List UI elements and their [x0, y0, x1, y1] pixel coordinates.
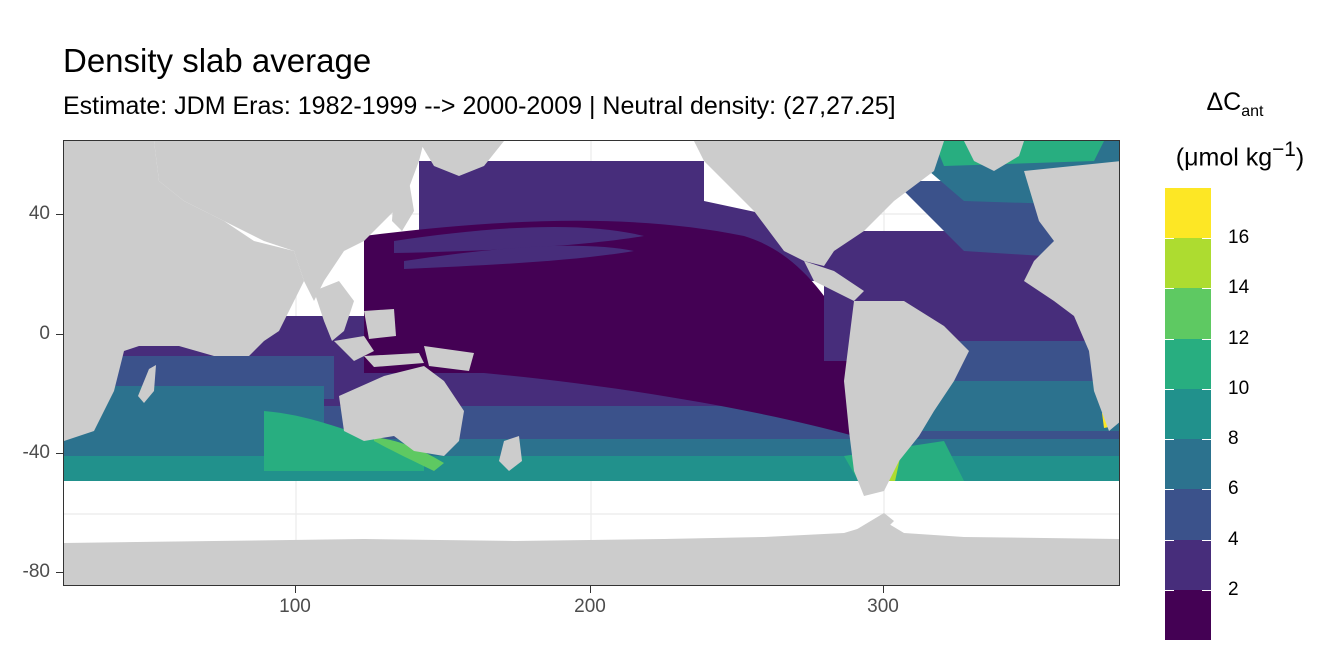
colorbar-tick-label: 4	[1228, 528, 1239, 550]
colorbar-bin	[1165, 188, 1211, 239]
land-greenland	[964, 141, 1024, 171]
legend-unit-suffix: )	[1295, 143, 1305, 172]
colorbar-tick-label: 16	[1228, 227, 1250, 249]
map-svg	[64, 141, 1119, 585]
y-tick-label-40: 40	[28, 203, 50, 224]
south-atlantic-6-8	[904, 381, 1119, 431]
x-tick-mark	[590, 586, 591, 593]
antarctic-no-data	[64, 481, 1119, 541]
legend-unit: (μmol kg−1)	[1160, 138, 1320, 172]
land-europe	[1024, 161, 1119, 251]
colorbar-tick-label: 14	[1228, 277, 1250, 299]
legend-title-sub: ant	[1241, 103, 1264, 120]
colorbar-tick-label: 12	[1228, 327, 1250, 349]
colorbar-tick	[1165, 589, 1174, 591]
x-tick-mark	[883, 586, 884, 593]
x-tick-mark	[295, 586, 296, 593]
colorbar-tick	[1165, 388, 1174, 390]
colorbar-bin	[1165, 489, 1211, 541]
colorbar-bin	[1165, 439, 1211, 490]
land-borneo	[364, 309, 396, 339]
x-tick-label-300: 300	[867, 596, 899, 617]
y-tick-label-neg80: -80	[22, 561, 50, 582]
colorbar-bin	[1165, 388, 1211, 440]
land-indonesia-2	[364, 353, 424, 367]
land	[64, 141, 1119, 585]
y-tick-mark	[56, 334, 63, 335]
land-africa-wrap	[1024, 241, 1119, 431]
land-eurasia	[64, 141, 424, 301]
x-tick-label-200: 200	[574, 596, 606, 617]
map-panel	[63, 140, 1120, 586]
land-africa	[64, 141, 304, 441]
indian-6-8	[64, 386, 324, 441]
land-antarctica	[64, 521, 1119, 585]
land-madagascar	[138, 365, 156, 403]
land-south-america	[844, 301, 969, 496]
y-tick-mark	[56, 453, 63, 454]
colorbar-tick	[1202, 338, 1211, 340]
legend-title: ΔCant	[1160, 90, 1310, 120]
colorbar-tick	[1202, 388, 1211, 390]
y-tick-label-neg40: -40	[22, 442, 50, 463]
land-kamchatka	[419, 141, 504, 176]
land-japan	[392, 181, 414, 231]
colorbar-tick-label: 10	[1228, 377, 1250, 399]
land-indonesia-1	[334, 336, 374, 361]
land-india	[259, 256, 299, 331]
colorbar-tick	[1165, 439, 1174, 441]
pacific-streak-1	[394, 226, 644, 253]
y-tick-mark	[56, 214, 63, 215]
y-tick-label-0: 0	[39, 323, 50, 344]
chart-title: Density slab average	[63, 42, 372, 79]
hotspot-12-14-australia	[374, 437, 444, 471]
pacific-streak-2	[404, 245, 634, 269]
colorbar-bin	[1165, 589, 1211, 641]
colorbar-tick-label: 6	[1228, 478, 1239, 500]
colorbar-tick-label: 8	[1228, 428, 1239, 450]
colorbar-tick	[1202, 288, 1211, 290]
x-tick-label-100: 100	[279, 596, 311, 617]
colorbar-tick	[1165, 539, 1174, 541]
colorbar-bin	[1165, 238, 1211, 289]
legend-unit-prefix: (μmol kg	[1175, 143, 1273, 172]
colorbar-tick	[1202, 489, 1211, 491]
legend-unit-sup: −1	[1272, 138, 1296, 161]
colorbar-tick	[1202, 589, 1211, 591]
colorbar-bin	[1165, 338, 1211, 390]
southern-10-12-indian	[264, 411, 424, 471]
land-australia	[339, 366, 464, 456]
land-north-america	[694, 141, 944, 266]
colorbar-tick	[1165, 338, 1174, 340]
land-new-guinea	[424, 346, 474, 371]
colorbar-tick-label: 2	[1228, 578, 1239, 600]
colorbar	[1165, 188, 1211, 641]
land-antarctic-peninsula	[854, 513, 894, 536]
legend-title-main: ΔC	[1206, 88, 1242, 116]
colorbar-tick	[1165, 489, 1174, 491]
colorbar-tick	[1202, 238, 1211, 240]
pacific-core-0-2	[364, 220, 854, 436]
chart-subtitle: Estimate: JDM Eras: 1982-1999 --> 2000-2…	[63, 92, 896, 120]
land-se-asia	[314, 281, 354, 341]
colorbar-tick	[1165, 238, 1174, 240]
colorbar-tick	[1165, 288, 1174, 290]
land-nz	[499, 436, 522, 471]
y-tick-mark	[56, 572, 63, 573]
colorbar-tick	[1202, 539, 1211, 541]
land-central-america	[804, 261, 864, 301]
colorbar-bin	[1165, 539, 1211, 591]
colorbar-bin	[1165, 288, 1211, 340]
colorbar-tick	[1202, 439, 1211, 441]
